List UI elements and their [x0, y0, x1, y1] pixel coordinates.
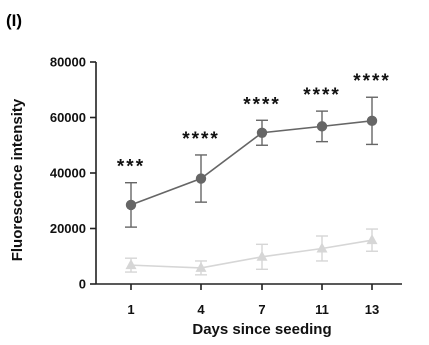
- y-ticks: 0 20000 40000 60000 80000: [50, 55, 96, 292]
- data-point: [125, 259, 137, 270]
- x-tick-label: 7: [258, 302, 265, 317]
- data-point: [366, 115, 378, 127]
- y-tick-label: 20000: [50, 221, 86, 236]
- y-tick-label: 0: [79, 277, 86, 292]
- data-point: [125, 199, 137, 211]
- significance-label: ****: [182, 129, 220, 150]
- x-axis-title: Days since seeding: [192, 321, 331, 338]
- x-tick-label: 11: [315, 302, 329, 317]
- data-point: [366, 234, 378, 245]
- y-axis-title: Fluorescence intensity: [9, 98, 26, 261]
- series-line: [130, 120, 373, 206]
- data-point: [256, 250, 268, 261]
- significance-label: ****: [353, 71, 391, 92]
- x-tick-label: 13: [365, 302, 379, 317]
- panel-label: (I): [6, 11, 22, 30]
- y-tick-label: 60000: [50, 110, 86, 125]
- series-2: [125, 228, 378, 276]
- data-point: [256, 127, 268, 138]
- significance-annotations: *********** ********: [117, 71, 391, 178]
- y-tick-label: 80000: [50, 55, 86, 70]
- significance-label: ****: [243, 94, 281, 115]
- data-point: [316, 242, 328, 253]
- significance-label: ****: [303, 85, 341, 106]
- series-layer: [125, 96, 378, 276]
- x-tick-label: 4: [197, 302, 205, 317]
- x-tick-label: 1: [127, 302, 134, 317]
- significance-label: ***: [117, 157, 145, 178]
- series-1: [125, 96, 378, 228]
- series-line: [130, 239, 373, 269]
- data-point: [195, 261, 207, 272]
- data-point: [195, 173, 207, 184]
- y-tick-label: 40000: [50, 166, 86, 181]
- data-point: [316, 121, 328, 132]
- x-ticks: 1 4 7 11 13: [127, 284, 379, 317]
